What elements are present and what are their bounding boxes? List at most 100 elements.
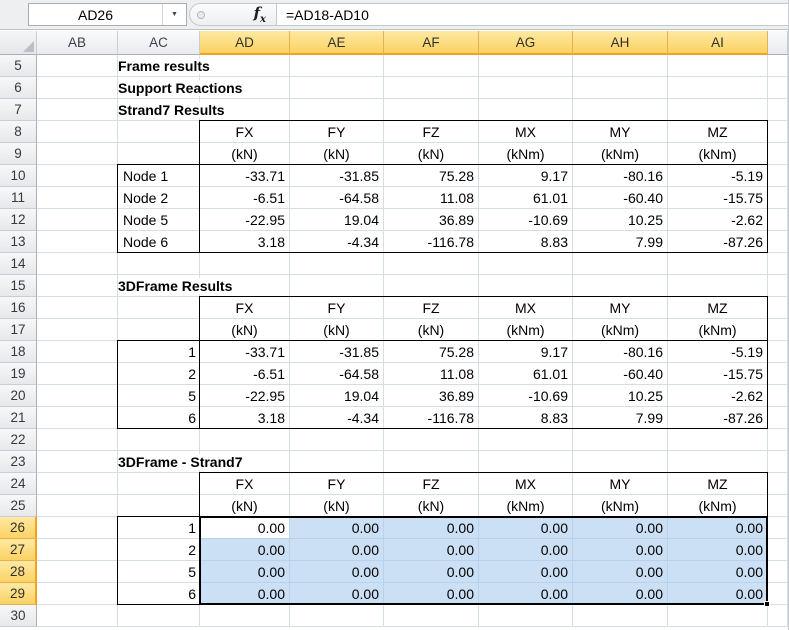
- row-header-11[interactable]: 11: [0, 187, 37, 209]
- cell[interactable]: [573, 99, 668, 121]
- row-header-21[interactable]: 21: [0, 407, 37, 429]
- cell[interactable]: -87.26: [668, 231, 768, 253]
- insert-function-icon[interactable]: fx: [253, 4, 266, 25]
- cell[interactable]: MX: [479, 121, 573, 143]
- column-header-AH[interactable]: AH: [573, 31, 668, 55]
- cell[interactable]: Frame results: [118, 55, 220, 77]
- cell[interactable]: -80.16: [573, 341, 668, 363]
- cell[interactable]: -60.40: [573, 363, 668, 385]
- cell[interactable]: -15.75: [668, 363, 768, 385]
- cell[interactable]: [384, 55, 479, 77]
- cell[interactable]: MZ: [668, 121, 768, 143]
- cell[interactable]: (kNm): [479, 495, 573, 517]
- cell[interactable]: [200, 605, 290, 627]
- cell[interactable]: 75.28: [384, 341, 479, 363]
- cell[interactable]: (kNm): [668, 319, 768, 341]
- cell[interactable]: 7.99: [573, 407, 668, 429]
- cell[interactable]: 36.89: [384, 209, 479, 231]
- cell[interactable]: MZ: [668, 297, 768, 319]
- cell[interactable]: [118, 319, 200, 341]
- row-header-12[interactable]: 12: [0, 209, 37, 231]
- cell[interactable]: [768, 561, 788, 583]
- cell[interactable]: (kNm): [573, 495, 668, 517]
- row-header-26[interactable]: 26: [0, 517, 37, 539]
- cell[interactable]: (kN): [290, 495, 384, 517]
- cell[interactable]: (kN): [384, 319, 479, 341]
- cell[interactable]: [37, 121, 118, 143]
- cell[interactable]: 0.00: [668, 561, 768, 583]
- cell[interactable]: [37, 99, 118, 121]
- cell[interactable]: 0.00: [668, 539, 768, 561]
- cell[interactable]: 0.00: [479, 561, 573, 583]
- cell[interactable]: [118, 473, 200, 495]
- cell[interactable]: [37, 473, 118, 495]
- cell[interactable]: [37, 187, 118, 209]
- cell[interactable]: 3DFrame - Strand7: [118, 451, 253, 473]
- cell[interactable]: MX: [479, 473, 573, 495]
- cell[interactable]: MY: [573, 473, 668, 495]
- cell[interactable]: 0.00: [200, 583, 290, 605]
- cell[interactable]: [768, 517, 788, 539]
- cell[interactable]: 0.00: [290, 517, 384, 539]
- cell[interactable]: FZ: [384, 121, 479, 143]
- cell[interactable]: [290, 605, 384, 627]
- cell[interactable]: [768, 539, 788, 561]
- cell[interactable]: 0.00: [384, 517, 479, 539]
- cell[interactable]: 0.00: [479, 517, 573, 539]
- cell[interactable]: -116.78: [384, 231, 479, 253]
- cell[interactable]: [768, 495, 788, 517]
- cell[interactable]: [573, 605, 668, 627]
- cell[interactable]: 0.00: [668, 583, 768, 605]
- cell[interactable]: [290, 253, 384, 275]
- cell[interactable]: 19.04: [290, 209, 384, 231]
- cell[interactable]: 36.89: [384, 385, 479, 407]
- cell[interactable]: [573, 451, 668, 473]
- cell[interactable]: Node 5: [118, 209, 200, 231]
- cell[interactable]: [37, 275, 118, 297]
- cell[interactable]: [290, 99, 384, 121]
- column-header-AC[interactable]: AC: [118, 31, 200, 55]
- cell[interactable]: [768, 385, 788, 407]
- cell[interactable]: [573, 253, 668, 275]
- cell[interactable]: 75.28: [384, 165, 479, 187]
- cell[interactable]: [384, 99, 479, 121]
- cell[interactable]: [37, 429, 118, 451]
- cell[interactable]: 7.99: [573, 231, 668, 253]
- cell[interactable]: 61.01: [479, 363, 573, 385]
- formula-input[interactable]: =AD18-AD10: [277, 3, 788, 26]
- row-header-7[interactable]: 7: [0, 99, 37, 121]
- cell[interactable]: FX: [200, 121, 290, 143]
- cell[interactable]: [573, 275, 668, 297]
- cell[interactable]: [479, 55, 573, 77]
- cell[interactable]: 0.00: [573, 561, 668, 583]
- cell[interactable]: [668, 253, 768, 275]
- cell[interactable]: [37, 319, 118, 341]
- cell[interactable]: (kNm): [668, 495, 768, 517]
- cell[interactable]: -33.71: [200, 341, 290, 363]
- cell[interactable]: [37, 55, 118, 77]
- cell[interactable]: [768, 99, 788, 121]
- cell[interactable]: [573, 429, 668, 451]
- row-header-19[interactable]: 19: [0, 363, 37, 385]
- row-header-30[interactable]: 30: [0, 605, 37, 627]
- cell[interactable]: [668, 77, 768, 99]
- cell[interactable]: Support Reactions: [118, 77, 253, 99]
- row-header-8[interactable]: 8: [0, 121, 37, 143]
- cell[interactable]: [479, 605, 573, 627]
- cell[interactable]: [479, 77, 573, 99]
- cell[interactable]: [384, 253, 479, 275]
- cell[interactable]: 0.00: [200, 561, 290, 583]
- row-header-23[interactable]: 23: [0, 451, 37, 473]
- cell[interactable]: [384, 275, 479, 297]
- row-header-10[interactable]: 10: [0, 165, 37, 187]
- cell[interactable]: -64.58: [290, 363, 384, 385]
- cell[interactable]: -33.71: [200, 165, 290, 187]
- cell[interactable]: [200, 55, 290, 77]
- cell[interactable]: [384, 429, 479, 451]
- row-header-14[interactable]: 14: [0, 253, 37, 275]
- cell[interactable]: [118, 605, 200, 627]
- cell[interactable]: [768, 319, 788, 341]
- cell[interactable]: (kN): [200, 143, 290, 165]
- cell[interactable]: FZ: [384, 297, 479, 319]
- cell[interactable]: [37, 407, 118, 429]
